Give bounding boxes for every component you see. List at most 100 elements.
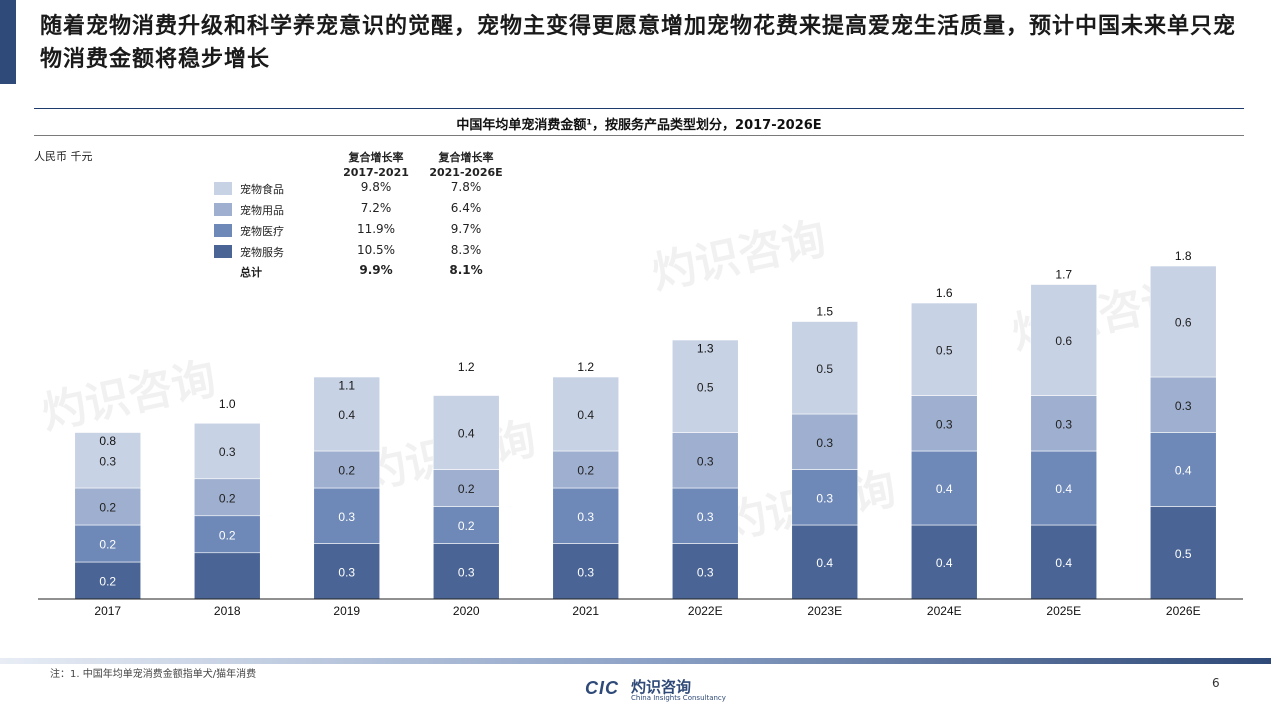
segment-value-label: 0.3 (697, 510, 714, 524)
segment-value-label: 0.4 (1055, 482, 1072, 496)
cagr-header-1-line2: 2017-2021 (343, 166, 409, 179)
bar-segment (1149, 506, 1217, 600)
x-tick-label: 2022E (688, 604, 723, 618)
bar-segment (1149, 432, 1217, 507)
chart-title: 中国年均单宠消费金额¹，按服务产品类型划分，2017-2026E (456, 118, 822, 133)
bar-segment (1030, 450, 1098, 526)
segment-value-label: 0.3 (338, 565, 355, 579)
bar-segment (313, 487, 381, 544)
logo-mark: CIC (585, 678, 619, 698)
cagr-header-1-line1: 复合增长率 (348, 151, 404, 164)
legend-label: 宠物服务 (240, 246, 284, 259)
title-accent-bar (0, 0, 16, 84)
bar-segment (1149, 265, 1217, 378)
bar-segment (791, 321, 859, 415)
x-tick-label: 2024E (927, 604, 962, 618)
bar-segment (1030, 524, 1098, 600)
segment-value-label: 0.4 (577, 408, 594, 422)
bar-segment (74, 524, 142, 563)
unit-label: 人民币 千元 (34, 150, 93, 163)
bar-segment (671, 339, 739, 433)
bar-segment (74, 561, 142, 600)
legend-label: 宠物用品 (240, 204, 284, 217)
logo-chinese-name: 灼识咨询 (631, 678, 692, 696)
x-tick-label: 2020 (453, 604, 480, 618)
bar-segment (1149, 376, 1217, 433)
title-divider (34, 108, 1244, 109)
segment-value-label: 0.6 (1055, 334, 1072, 348)
segment-value-label: 0.3 (338, 510, 355, 524)
segment-value-label: 0.4 (338, 408, 355, 422)
segment-value-label: 0.3 (697, 565, 714, 579)
bar-total-label: 1.7 (1055, 268, 1072, 282)
bar-total-label: 1.6 (936, 286, 953, 300)
segment-value-label: 0.3 (458, 565, 475, 579)
segment-value-label: 0.3 (936, 417, 953, 431)
segment-value-label: 0.2 (577, 464, 594, 478)
bar-total-label: 0.8 (99, 434, 116, 448)
x-tick-label: 2026E (1166, 604, 1201, 618)
cagr-value: 8.3% (450, 243, 482, 257)
bar-segment (432, 395, 500, 470)
bar-segment (791, 413, 859, 470)
legend-swatch (214, 182, 232, 195)
bar-segment (910, 302, 978, 396)
footnote: 注：1. 中国年均单宠消费金额指单犬/猫年消费 (50, 669, 257, 680)
legend-swatch (214, 203, 232, 216)
bar-segment (74, 432, 142, 489)
cagr-value: 7.2% (360, 201, 392, 215)
bar-total-label: 1.1 (338, 379, 355, 393)
segment-value-label: 0.5 (936, 343, 953, 357)
segment-value-label: 0.2 (219, 528, 236, 542)
cagr-total-value: 9.9% (359, 263, 393, 277)
segment-value-label: 0.4 (936, 556, 953, 570)
legend-label: 宠物食品 (240, 183, 284, 196)
cagr-header-2-line2: 2021-2026E (429, 166, 503, 179)
x-tick-label: 2018 (214, 604, 241, 618)
logo-english-name: China Insights Consultancy (631, 694, 726, 702)
segment-value-label: 0.3 (816, 436, 833, 450)
legend-label: 宠物医疗 (240, 225, 284, 238)
segment-value-label: 0.5 (816, 362, 833, 376)
bar-segment (313, 450, 381, 489)
bar-segment (193, 478, 261, 517)
segment-value-label: 0.5 (697, 380, 714, 394)
segment-value-label: 0.6 (1175, 316, 1192, 330)
x-tick-label: 2023E (807, 604, 842, 618)
page-title: 随着宠物消费升级和科学养宠意识的觉醒，宠物主变得更愿意增加宠物花费来提高爱宠生活… (40, 14, 1237, 72)
bar-segment (74, 487, 142, 526)
bar-segment (552, 487, 620, 544)
bar-segment (791, 524, 859, 600)
segment-value-label: 0.2 (99, 501, 116, 515)
bar-total-label: 1.2 (577, 360, 594, 374)
segment-value-label: 0.5 (1175, 547, 1192, 561)
bar-total-label: 1.0 (219, 397, 236, 411)
bar-segment (313, 543, 381, 600)
bar-segment (671, 432, 739, 489)
bar-segment (671, 543, 739, 600)
bar-segment (313, 376, 381, 452)
cagr-value: 6.4% (450, 201, 482, 215)
bar-segment (193, 422, 261, 480)
bar-total-label: 1.2 (458, 360, 475, 374)
bar-segment (432, 469, 500, 507)
segment-value-label: 0.3 (577, 565, 594, 579)
bar-total-label: 1.8 (1175, 249, 1192, 263)
x-tick-label: 2025E (1046, 604, 1081, 618)
segment-value-label: 0.2 (458, 519, 475, 533)
segment-value-label: 0.3 (816, 491, 833, 505)
x-tick-label: 2021 (572, 604, 599, 618)
bar-segment (552, 450, 620, 489)
segment-value-label: 0.3 (219, 445, 236, 459)
segment-value-label: 0.4 (458, 427, 475, 441)
segment-value-label: 0.2 (99, 538, 116, 552)
footer-gradient-band (0, 658, 1271, 664)
segment-value-label: 0.3 (1175, 399, 1192, 413)
cagr-header-2-line1: 复合增长率 (438, 151, 494, 164)
segment-value-label: 0.2 (458, 482, 475, 496)
cagr-value: 7.8% (450, 180, 482, 194)
cagr-header-1: 复合增长率 2017-2021 (332, 150, 420, 180)
cagr-value: 10.5% (356, 243, 396, 257)
segment-value-label: 0.4 (1055, 556, 1072, 570)
cagr-total-value: 8.1% (449, 263, 483, 277)
